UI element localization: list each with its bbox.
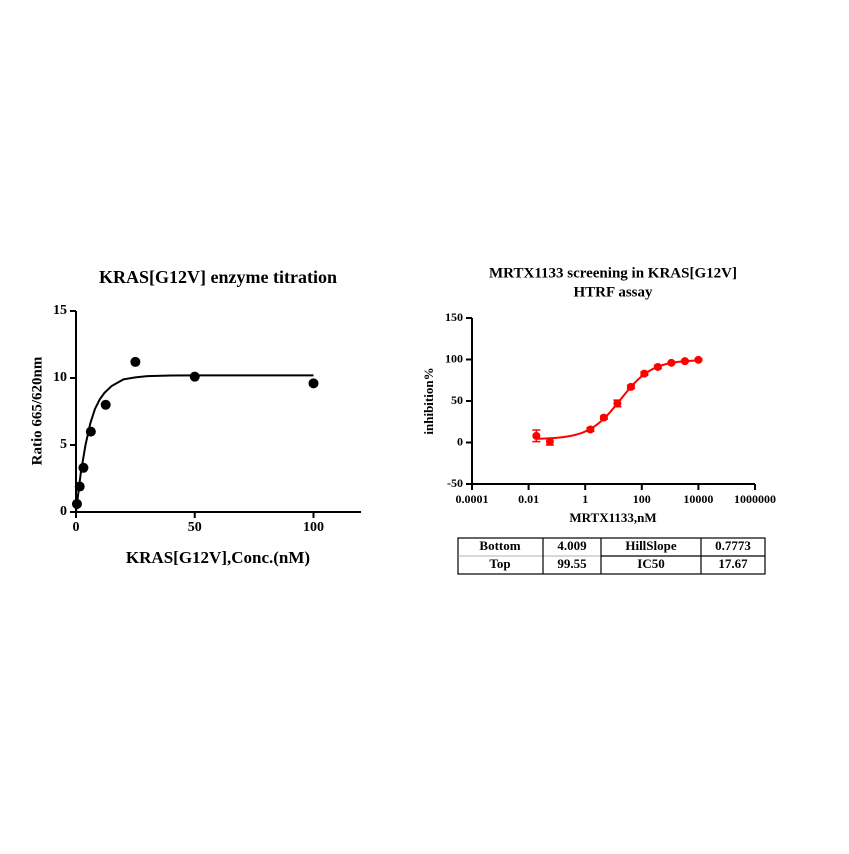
data-point [626, 382, 635, 391]
data-point [613, 399, 622, 408]
x-tick-label: 50 [188, 520, 202, 535]
y-tick-label: 50 [451, 393, 463, 407]
data-point [599, 413, 608, 422]
data-point [653, 362, 662, 371]
y-tick-label: 5 [60, 437, 67, 452]
y-tick-label: 100 [445, 351, 463, 365]
table-cell: 99.55 [557, 556, 587, 571]
data-point [545, 437, 554, 446]
x-tick-label: 100 [633, 492, 651, 506]
chart-title: HTRF assay [573, 284, 653, 300]
y-tick-label: -50 [447, 476, 463, 490]
y-tick-label: 0 [457, 434, 463, 448]
axes [471, 318, 755, 485]
chart-title: MRTX1133 screening in KRAS[G12V] [489, 265, 737, 281]
y-axis-label: inhibition% [421, 367, 436, 434]
data-point [71, 498, 82, 509]
table-cell: HillSlope [625, 538, 677, 553]
parameter-table [457, 537, 766, 575]
x-tick-label: 1 [582, 492, 588, 506]
data-point [130, 356, 141, 367]
y-tick-label: 0 [60, 504, 67, 519]
fit-curve [75, 374, 314, 513]
data-point [74, 481, 85, 492]
table-cell: Bottom [479, 538, 520, 553]
y-axis-label: Ratio 665/620nm [29, 356, 45, 465]
data-point [640, 369, 649, 378]
x-axis-label: KRAS[G12V],Conc.(nM) [126, 548, 310, 567]
data-point [532, 431, 541, 440]
x-tick-label: 10000 [683, 492, 713, 506]
data-point [667, 358, 676, 367]
table-cell: 17.67 [718, 556, 748, 571]
data-point [694, 355, 703, 364]
x-tick-label: 0.0001 [456, 492, 489, 506]
data-point [680, 357, 689, 366]
table-cell: 0.7773 [715, 538, 751, 553]
x-tick-label: 1000000 [734, 492, 776, 506]
table-cell: Top [489, 556, 510, 571]
y-tick-label: 150 [445, 310, 463, 324]
table-cell: IC50 [637, 556, 664, 571]
data-point [308, 378, 319, 389]
axes [75, 311, 361, 513]
table-cell: 4.009 [557, 538, 587, 553]
data-point [78, 462, 89, 473]
data-point [586, 425, 595, 434]
x-tick-label: 100 [303, 520, 324, 535]
y-tick-label: 10 [53, 370, 67, 385]
data-point [189, 371, 200, 382]
x-tick-label: 0.01 [518, 492, 539, 506]
y-tick-label: 15 [53, 303, 67, 318]
data-point [85, 426, 96, 437]
chart-title: KRAS[G12V] enzyme titration [99, 267, 337, 287]
x-tick-label: 0 [73, 520, 80, 535]
data-point [100, 399, 111, 410]
x-axis-label: MRTX1133,nM [569, 510, 656, 525]
